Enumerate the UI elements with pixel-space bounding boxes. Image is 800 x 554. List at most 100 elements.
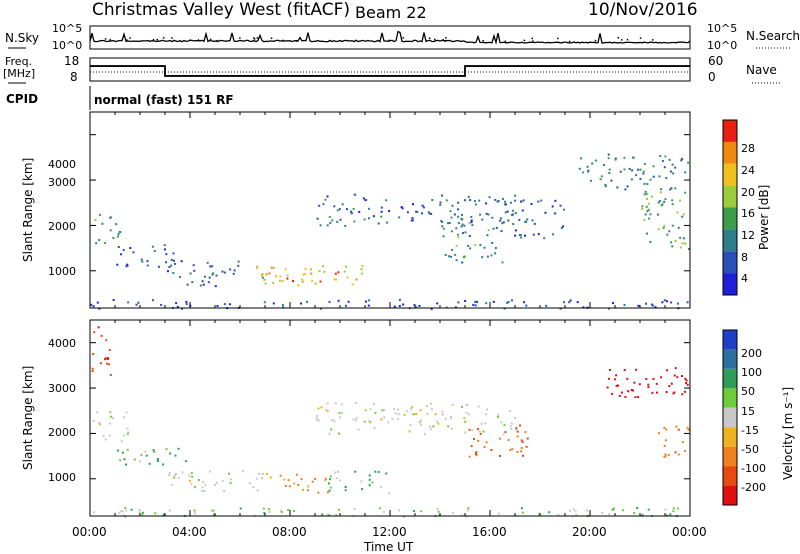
search-noise-point bbox=[388, 39, 390, 42]
data-cell bbox=[123, 416, 126, 419]
data-cell bbox=[311, 480, 314, 483]
search-noise-label: N.Search bbox=[746, 29, 800, 43]
data-cell bbox=[497, 415, 499, 418]
data-cell bbox=[152, 449, 155, 452]
data-cell bbox=[520, 447, 523, 449]
data-cell bbox=[664, 155, 667, 158]
data-cell bbox=[677, 428, 680, 431]
data-cell bbox=[116, 235, 119, 238]
data-cell bbox=[317, 419, 320, 422]
data-cell bbox=[108, 363, 111, 366]
x-axis-label: Time UT bbox=[363, 540, 414, 554]
data-cell bbox=[344, 486, 347, 488]
power-cb-tick-28: 28 bbox=[741, 142, 755, 155]
data-cell bbox=[170, 264, 173, 267]
data-cell bbox=[451, 248, 454, 251]
data-cell bbox=[430, 307, 433, 310]
data-cell bbox=[373, 426, 376, 429]
data-cell bbox=[467, 507, 470, 510]
data-cell bbox=[663, 445, 666, 447]
data-cell bbox=[478, 199, 481, 202]
data-cell bbox=[201, 486, 204, 489]
data-cell bbox=[514, 199, 516, 202]
data-cell bbox=[664, 454, 667, 457]
data-cell bbox=[262, 507, 265, 510]
data-cell bbox=[519, 424, 521, 427]
data-cell bbox=[129, 247, 132, 249]
data-cell bbox=[380, 206, 383, 209]
data-cell bbox=[337, 299, 340, 302]
data-cell bbox=[668, 230, 671, 233]
data-cell bbox=[635, 368, 638, 371]
data-cell bbox=[670, 187, 673, 190]
data-cell bbox=[609, 368, 611, 371]
data-cell bbox=[272, 281, 275, 284]
data-cell bbox=[481, 256, 484, 259]
data-cell bbox=[335, 278, 337, 281]
data-cell bbox=[368, 484, 371, 487]
data-cell bbox=[378, 507, 381, 510]
data-cell bbox=[211, 265, 214, 268]
xtick-1200: 12:00 bbox=[372, 525, 407, 539]
data-cell bbox=[488, 196, 491, 199]
data-cell bbox=[398, 298, 401, 301]
data-cell bbox=[457, 301, 460, 304]
data-cell bbox=[681, 441, 684, 444]
data-cell bbox=[124, 507, 127, 510]
colorbar-segment bbox=[723, 446, 737, 467]
power-ylabel: Slant Range [km] bbox=[21, 158, 35, 262]
data-cell bbox=[396, 417, 399, 420]
data-cell bbox=[660, 376, 663, 379]
data-cell bbox=[463, 199, 466, 202]
data-cell bbox=[116, 449, 119, 452]
data-cell bbox=[141, 511, 144, 514]
data-cell bbox=[676, 211, 679, 214]
data-cell bbox=[138, 511, 141, 514]
data-cell bbox=[650, 195, 653, 198]
data-cell bbox=[318, 204, 321, 207]
data-cell bbox=[228, 472, 230, 475]
data-cell bbox=[232, 272, 235, 275]
search-noise-point bbox=[639, 37, 642, 39]
data-cell bbox=[466, 509, 469, 512]
data-cell bbox=[501, 261, 504, 264]
data-cell bbox=[611, 508, 614, 511]
search-noise-point bbox=[444, 40, 446, 42]
data-cell bbox=[346, 208, 348, 211]
data-cell bbox=[328, 300, 331, 303]
data-cell bbox=[646, 197, 648, 200]
data-cell bbox=[327, 482, 330, 485]
data-cell bbox=[471, 224, 474, 227]
data-cell bbox=[374, 411, 377, 414]
data-cell bbox=[474, 304, 477, 307]
data-cell bbox=[485, 302, 488, 305]
data-cell bbox=[506, 210, 509, 213]
data-cell bbox=[477, 439, 480, 442]
data-cell bbox=[476, 428, 479, 431]
data-cell bbox=[645, 302, 647, 305]
data-cell bbox=[344, 304, 347, 307]
data-cell bbox=[108, 349, 111, 352]
data-cell bbox=[582, 171, 585, 174]
data-cell bbox=[647, 202, 650, 205]
data-cell bbox=[410, 405, 413, 408]
search-noise-point bbox=[532, 40, 534, 42]
date-label: 10/Nov/2016 bbox=[588, 0, 698, 20]
data-cell bbox=[499, 219, 502, 222]
data-cell bbox=[647, 208, 650, 211]
data-cell bbox=[345, 265, 347, 268]
velocity-ytick-2000: 2000 bbox=[48, 426, 76, 439]
data-cell bbox=[684, 377, 687, 380]
data-cell bbox=[215, 274, 218, 277]
data-cell bbox=[672, 510, 675, 513]
data-cell bbox=[611, 392, 614, 395]
data-cell bbox=[451, 403, 454, 406]
data-cell bbox=[265, 273, 268, 276]
data-cell bbox=[681, 375, 683, 377]
data-cell bbox=[148, 462, 151, 465]
data-cell bbox=[101, 222, 104, 225]
vel-cb-tick-100: 100 bbox=[741, 366, 762, 379]
data-cell bbox=[188, 474, 191, 477]
power-colorbar-frame bbox=[722, 119, 738, 296]
data-cell bbox=[679, 199, 681, 202]
